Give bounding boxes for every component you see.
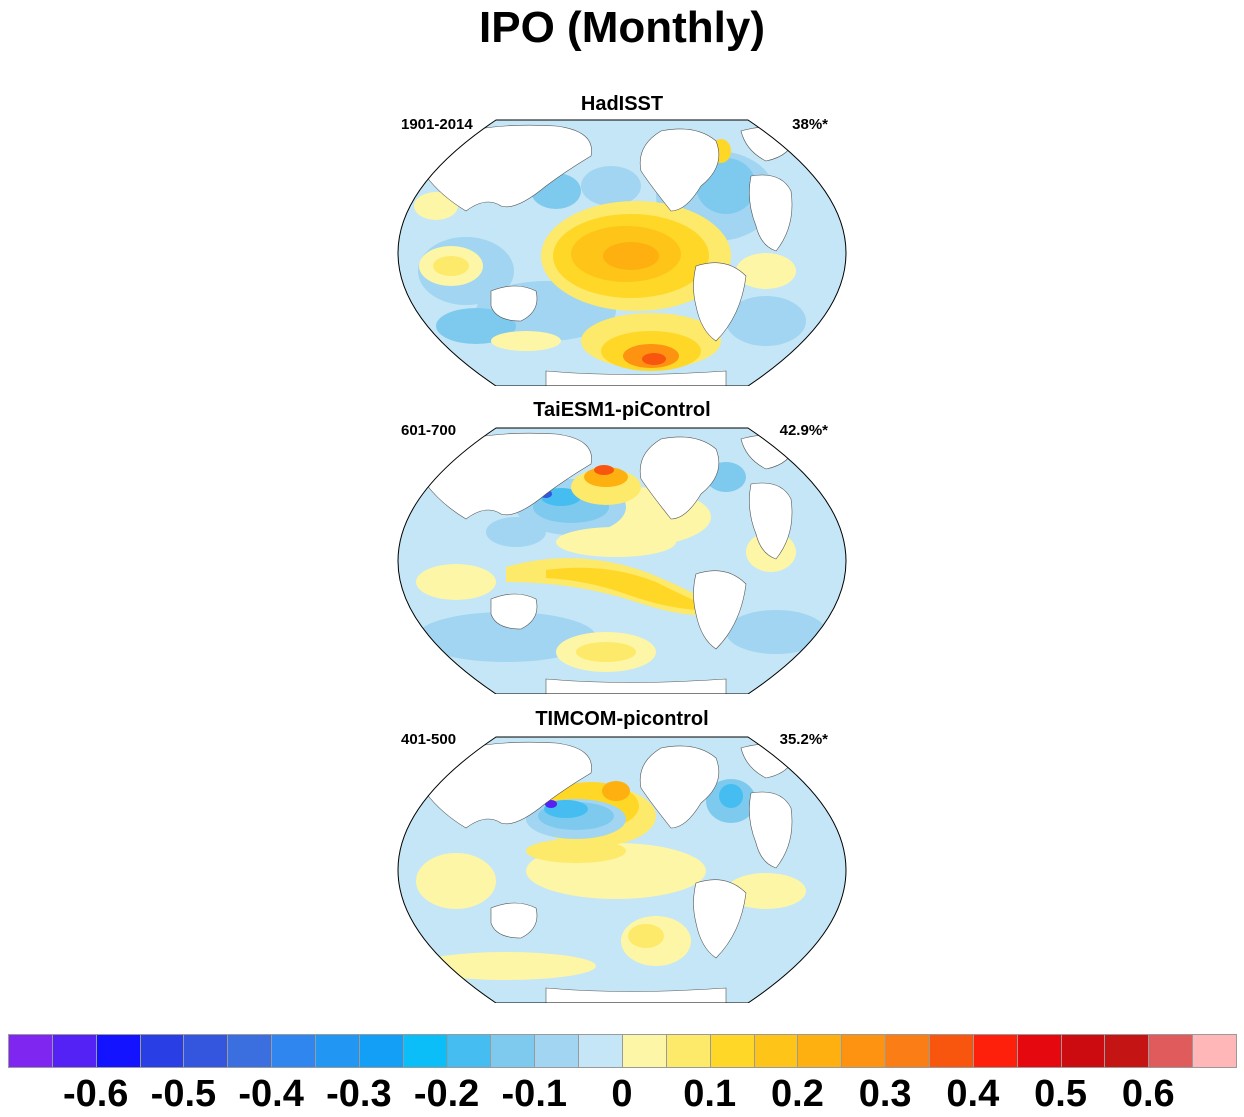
colorbar-swatch (358, 1034, 404, 1068)
colorbar-swatch (1148, 1034, 1194, 1068)
map-border (397, 119, 847, 386)
colorbar-swatch (929, 1034, 974, 1068)
colorbar-swatch (51, 1034, 97, 1068)
map-border (397, 736, 847, 1003)
colorbar-swatch (797, 1034, 843, 1068)
colorbar-tick-label: 0 (611, 1073, 633, 1115)
colorbar-swatch (271, 1034, 316, 1068)
panel-period: 401-500 (401, 731, 457, 748)
panel-hadisst: HadISST 1901-2014 38%* (396, 92, 848, 392)
colorbar-tick-label: -0.4 (238, 1073, 304, 1115)
colorbar-swatch (1060, 1034, 1106, 1068)
colorbar-tick-label: 0.5 (1034, 1073, 1087, 1115)
colorbar-swatch (1192, 1034, 1237, 1068)
colorbar-tick-label: -0.2 (413, 1073, 480, 1115)
panel-taiesm1: TaiESM1-piControl 601-700 42.9%* (396, 398, 848, 698)
ipo-map-taiesm1 (397, 427, 847, 694)
colorbar-swatch (183, 1034, 229, 1068)
colorbar-tick-label: 0.1 (683, 1073, 737, 1115)
colorbar-swatch (1016, 1034, 1062, 1068)
colorbar-swatch (315, 1034, 360, 1068)
panel-variance: 38%* (792, 116, 828, 133)
panel-title: TIMCOM-picontrol (535, 708, 709, 730)
colorbar-swatch (227, 1034, 273, 1068)
colorbar-swatch (446, 1034, 492, 1068)
colorbar-swatch (490, 1034, 536, 1068)
colorbar-swatch (534, 1034, 580, 1068)
colorbar-swatch (972, 1034, 1018, 1068)
colorbar-tick-label: 0.6 (1121, 1073, 1175, 1115)
colorbar-swatch (402, 1034, 448, 1068)
ipo-map-timcom (397, 736, 847, 1003)
colorbar-tick-label: -0.3 (326, 1073, 392, 1115)
panel-period: 1901-2014 (401, 116, 473, 133)
colorbar-tick-label: 0.2 (771, 1073, 824, 1115)
panel-variance: 35.2%* (779, 731, 828, 748)
colorbar-swatch (753, 1034, 799, 1068)
colorbar-swatch (622, 1034, 667, 1068)
colorbar-tick-label: 0.4 (946, 1073, 1000, 1115)
ipo-map-hadisst (397, 119, 847, 386)
colorbar-swatch (709, 1034, 755, 1068)
colorbar-tick-label: -0.5 (150, 1073, 217, 1115)
colorbar-swatch (1104, 1034, 1150, 1068)
colorbar (8, 1034, 1237, 1068)
colorbar-swatch (139, 1034, 185, 1068)
panel-title: HadISST (580, 93, 664, 115)
colorbar-swatch (885, 1034, 930, 1068)
colorbar-tick-label: -0.1 (501, 1073, 568, 1115)
figure-title: IPO (Monthly) (479, 3, 765, 52)
colorbar-tick-label: 0.3 (858, 1073, 912, 1115)
panel-period: 601-700 (401, 422, 457, 439)
colorbar-swatch (95, 1034, 141, 1068)
colorbar-swatch (841, 1034, 887, 1068)
colorbar-tick-label: -0.6 (62, 1073, 129, 1115)
colorbar-swatch (665, 1034, 711, 1068)
colorbar-swatch (578, 1034, 623, 1068)
map-border (397, 427, 847, 694)
panel-variance: 42.9%* (779, 422, 828, 439)
panel-timcom: TIMCOM-picontrol 401-500 35.2%* (396, 707, 848, 1012)
colorbar-swatch (8, 1034, 53, 1068)
panel-title: TaiESM1-piControl (533, 399, 711, 421)
